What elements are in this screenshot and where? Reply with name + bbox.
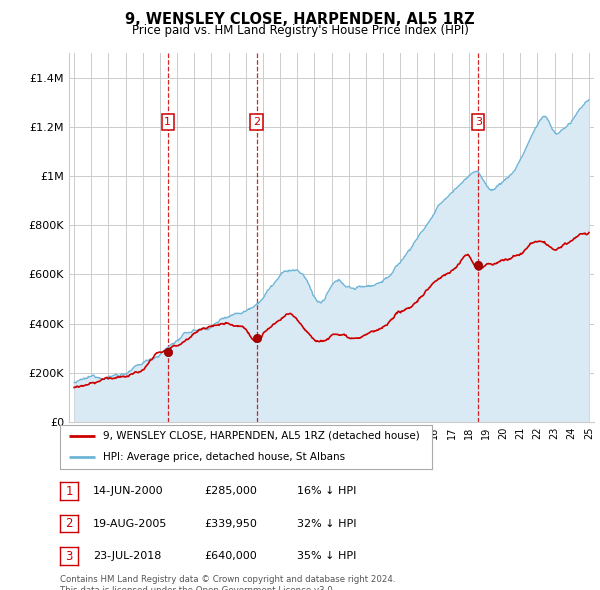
Text: 19-AUG-2005: 19-AUG-2005: [93, 519, 167, 529]
Text: 14-JUN-2000: 14-JUN-2000: [93, 486, 164, 496]
Text: £339,950: £339,950: [204, 519, 257, 529]
Text: Contains HM Land Registry data © Crown copyright and database right 2024.
This d: Contains HM Land Registry data © Crown c…: [60, 575, 395, 590]
Text: 3: 3: [475, 117, 482, 127]
Text: 1: 1: [65, 484, 73, 498]
Text: 3: 3: [65, 549, 73, 563]
Text: 1: 1: [164, 117, 172, 127]
Text: HPI: Average price, detached house, St Albans: HPI: Average price, detached house, St A…: [103, 452, 345, 461]
Text: 2: 2: [253, 117, 260, 127]
Text: 23-JUL-2018: 23-JUL-2018: [93, 551, 161, 561]
Text: 32% ↓ HPI: 32% ↓ HPI: [297, 519, 356, 529]
Text: 9, WENSLEY CLOSE, HARPENDEN, AL5 1RZ: 9, WENSLEY CLOSE, HARPENDEN, AL5 1RZ: [125, 12, 475, 27]
Text: 9, WENSLEY CLOSE, HARPENDEN, AL5 1RZ (detached house): 9, WENSLEY CLOSE, HARPENDEN, AL5 1RZ (de…: [103, 431, 419, 441]
Text: £640,000: £640,000: [204, 551, 257, 561]
Text: 2: 2: [65, 517, 73, 530]
Text: 16% ↓ HPI: 16% ↓ HPI: [297, 486, 356, 496]
Text: £285,000: £285,000: [204, 486, 257, 496]
Text: Price paid vs. HM Land Registry's House Price Index (HPI): Price paid vs. HM Land Registry's House …: [131, 24, 469, 37]
Text: 35% ↓ HPI: 35% ↓ HPI: [297, 551, 356, 561]
